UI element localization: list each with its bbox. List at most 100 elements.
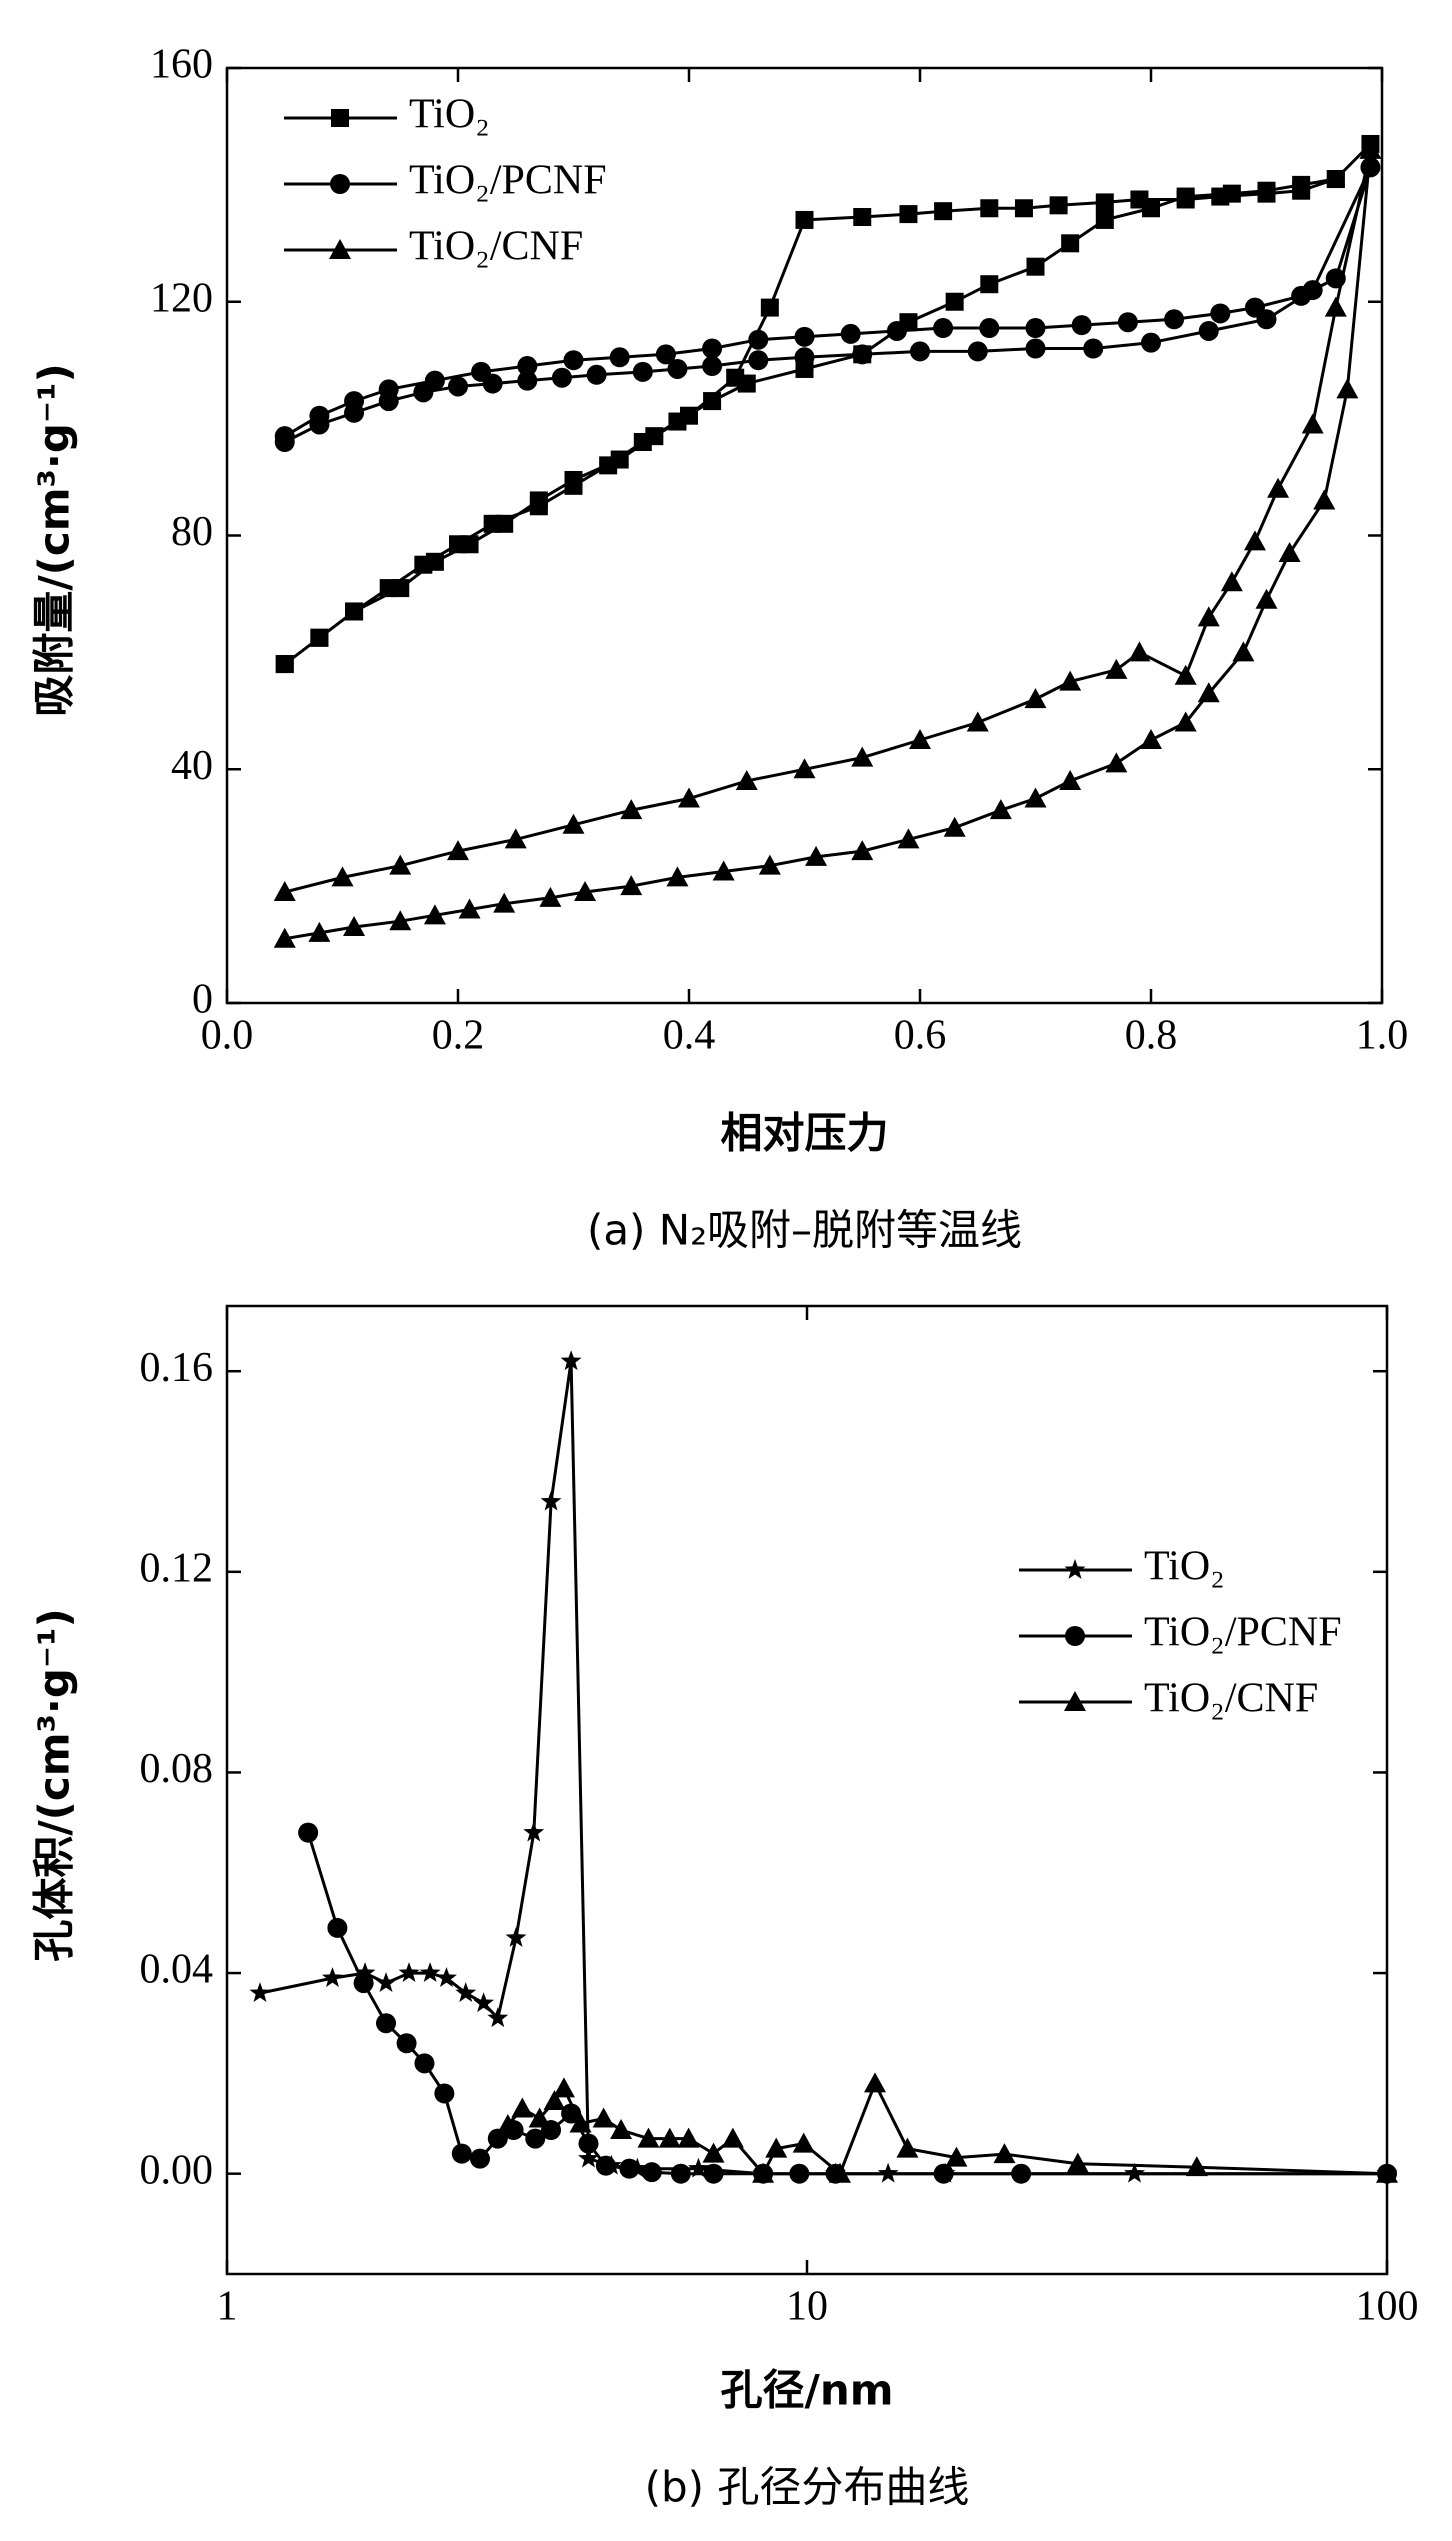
data-point [511,2097,534,2118]
data-point [1128,641,1151,662]
caption: (a) N₂吸附–脱附等温线 [587,1206,1022,1255]
data-point [702,338,723,359]
data-point [735,769,758,790]
data-point [945,2146,968,2167]
data-point [578,2147,599,2168]
data-point [909,729,931,750]
data-point [1232,641,1255,662]
y-tick-label: 0.04 [140,1947,214,1993]
data-point [569,2112,592,2133]
y-axis-title: 孔体积/(cm³·g⁻¹) [30,1608,79,1961]
x-tick-label: 0.6 [894,1013,947,1059]
data-point [1301,413,1324,434]
data-point [1326,170,1345,189]
data-point [455,1982,477,2002]
data-point [1210,303,1231,324]
x-tick-label: 0.4 [663,1013,716,1059]
legend-label: TiO₂ [1144,1544,1225,1590]
legend-label: TiO₂/CNF [1144,1676,1318,1722]
data-point [619,2158,640,2179]
data-point [840,323,861,344]
data-point [487,2007,509,2028]
data-point [434,2083,455,2104]
y-tick-label: 80 [171,509,213,555]
data-point [637,2127,660,2148]
data-point [1336,378,1359,399]
data-point [560,1350,582,1371]
y-tick-label: 0.00 [140,2147,214,2193]
data-point [792,2132,815,2153]
data-point [322,1967,343,1987]
data-point [1059,769,1082,790]
data-point [517,356,538,377]
data-point [655,344,676,365]
data-point [1174,664,1197,685]
data-point [609,347,630,368]
data-point [641,2162,662,2183]
data-point [552,2077,575,2098]
data-point [496,2114,519,2135]
data-point [805,845,828,866]
data-point [458,898,481,919]
data-point [980,275,999,294]
x-axis-title: 相对压力 [720,1109,888,1158]
data-point [712,860,735,881]
data-point [273,880,296,901]
y-tick-label: 0.08 [140,1746,214,1792]
data-point [853,208,872,227]
data-point [505,1927,527,1947]
x-tick-label: 1 [217,2284,238,2330]
data-point [495,514,514,533]
data-point [423,904,446,925]
data-point [1255,588,1278,609]
y-tick-label: 40 [171,743,213,789]
data-point [525,2128,546,2149]
data-point [610,450,629,469]
data-point [620,875,643,896]
x-axis-title: 孔径/nm [720,2366,893,2415]
data-point [274,426,295,447]
data-point [702,356,723,377]
series-line [306,1832,1387,2176]
data-point [1105,752,1128,773]
x-tick-label: 0.8 [1125,1013,1178,1059]
legend-label: TiO₂/PCNF [409,158,607,204]
data-point [933,2163,954,2184]
y-tick-label: 160 [150,42,213,88]
caption: (b) 孔径分布曲线 [645,2463,970,2512]
data-point [886,320,907,341]
data-point [760,298,779,317]
data-point [391,579,410,598]
data-point [851,746,874,767]
data-point [721,2127,744,2148]
data-point [447,840,469,861]
data-point [1292,181,1311,200]
data-point [504,828,527,849]
data-point [1095,210,1114,229]
x-tick-label: 10 [786,2284,828,2330]
data-point [851,840,874,861]
data-point [376,2013,397,2034]
data-point [1197,606,1220,627]
data-point [632,361,653,382]
data-point [896,2137,919,2158]
data-point [979,318,1000,339]
data-point [528,2107,551,2128]
data-point [419,1962,441,1982]
data-point [353,1973,374,1994]
legend-marker [330,174,350,194]
data-point [592,2107,615,2128]
series-line [284,166,1372,444]
data-point [1291,285,1312,306]
data-point [562,813,585,834]
data-point [794,326,815,347]
data-point [1024,787,1047,808]
data-point [523,1821,545,1842]
data-point [765,2137,788,2158]
data-point [469,2148,490,2169]
data-point [1130,190,1149,209]
data-point [309,405,330,426]
data-point [980,199,999,218]
